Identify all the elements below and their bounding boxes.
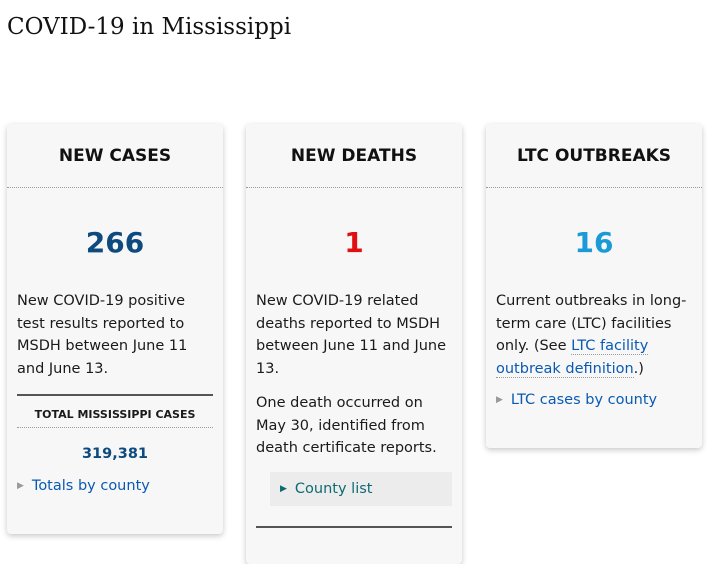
new-deaths-value: 1 bbox=[344, 226, 364, 259]
card-description: Current outbreaks in long-term care (LTC… bbox=[496, 290, 692, 380]
ltc-outbreaks-card: LTC OUTBREAKS 16 Current outbreaks in lo… bbox=[486, 124, 702, 448]
ltc-outbreaks-value: 16 bbox=[574, 226, 614, 259]
totals-by-county-link[interactable]: Totals by county bbox=[31, 478, 150, 494]
death-note: One death occurred on May 30, identified… bbox=[256, 395, 437, 456]
ltc-definition-link[interactable]: LTC facility outbreak definition bbox=[496, 338, 649, 378]
triangle-right-icon: ▶ bbox=[496, 395, 503, 405]
new-deaths-card: NEW DEATHS 1 New COVID-19 related deaths… bbox=[246, 124, 462, 564]
card-title: LTC OUTBREAKS bbox=[486, 124, 702, 188]
total-label: TOTAL MISSISSIPPI CASES bbox=[17, 396, 213, 428]
divider bbox=[256, 525, 452, 528]
card-title: NEW CASES bbox=[7, 124, 223, 188]
triangle-right-icon: ▶ bbox=[17, 481, 24, 491]
county-list-toggle[interactable]: ▶ County list bbox=[270, 471, 452, 506]
ltc-cases-toggle[interactable]: ▶ LTC cases by county bbox=[486, 392, 702, 408]
card-description: New COVID-19 related deaths reported to … bbox=[256, 293, 447, 377]
new-cases-value: 266 bbox=[85, 226, 145, 259]
ltc-cases-by-county-link[interactable]: LTC cases by county bbox=[510, 392, 658, 408]
page-title: COVID-19 in Mississippi bbox=[7, 14, 292, 40]
total-value: 319,381 bbox=[81, 446, 149, 462]
card-description: New COVID-19 positive test results repor… bbox=[17, 293, 188, 377]
description-text: Current outbreaks in long-term care (LTC… bbox=[496, 293, 687, 354]
new-cases-card: NEW CASES 266 New COVID-19 positive test… bbox=[7, 124, 223, 534]
card-title: NEW DEATHS bbox=[246, 124, 462, 188]
description-text-end: .) bbox=[633, 360, 644, 377]
divider bbox=[17, 394, 213, 396]
triangle-right-icon: ▶ bbox=[280, 483, 287, 494]
county-list-label: County list bbox=[294, 480, 373, 497]
totals-by-county-toggle[interactable]: ▶ Totals by county bbox=[7, 478, 223, 494]
